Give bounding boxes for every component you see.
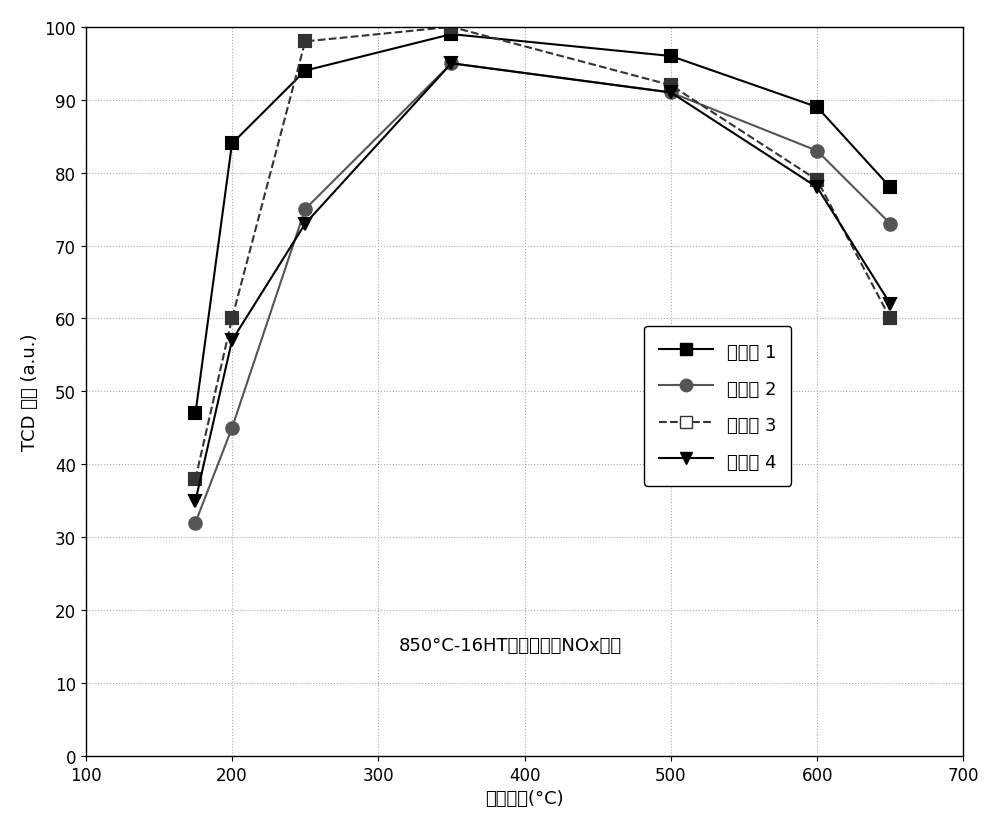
- 实施例 4: [299, 219, 311, 229]
- X-axis label: 内部温度(°C): 内部温度(°C): [485, 789, 564, 807]
- 实施例 3: [665, 81, 677, 91]
- 实施例 1: [189, 409, 201, 419]
- 实施例 1: [811, 103, 823, 113]
- 实施例 1: [445, 30, 457, 40]
- 实施例 1: [884, 183, 896, 193]
- Line: 实施例 4: 实施例 4: [189, 58, 897, 508]
- 实施例 1: [299, 66, 311, 76]
- 实施例 4: [189, 496, 201, 506]
- 实施例 3: [811, 176, 823, 185]
- 实施例 4: [811, 183, 823, 193]
- 实施例 2: [811, 147, 823, 156]
- 实施例 2: [445, 60, 457, 70]
- 实施例 3: [445, 23, 457, 33]
- Line: 实施例 3: 实施例 3: [189, 22, 897, 485]
- 实施例 2: [665, 89, 677, 99]
- Y-axis label: TCD 信号 (a.u.): TCD 信号 (a.u.): [21, 333, 39, 450]
- 实施例 2: [189, 518, 201, 528]
- 实施例 3: [884, 314, 896, 324]
- Line: 实施例 1: 实施例 1: [189, 29, 897, 420]
- 实施例 4: [665, 89, 677, 99]
- 实施例 1: [665, 52, 677, 62]
- 实施例 3: [226, 314, 238, 324]
- 实施例 2: [226, 423, 238, 433]
- 实施例 2: [299, 205, 311, 214]
- 实施例 4: [884, 300, 896, 310]
- 实施例 3: [299, 37, 311, 47]
- 实施例 4: [226, 336, 238, 346]
- Text: 850°C-16HT老化样品的NOx转化: 850°C-16HT老化样品的NOx转化: [398, 636, 622, 654]
- Line: 实施例 2: 实施例 2: [189, 58, 897, 529]
- 实施例 4: [445, 60, 457, 70]
- 实施例 3: [189, 474, 201, 484]
- Legend: 实施例 1, 实施例 2, 实施例 3, 实施例 4: 实施例 1, 实施例 2, 实施例 3, 实施例 4: [644, 326, 791, 487]
- 实施例 2: [884, 219, 896, 229]
- 实施例 1: [226, 139, 238, 149]
